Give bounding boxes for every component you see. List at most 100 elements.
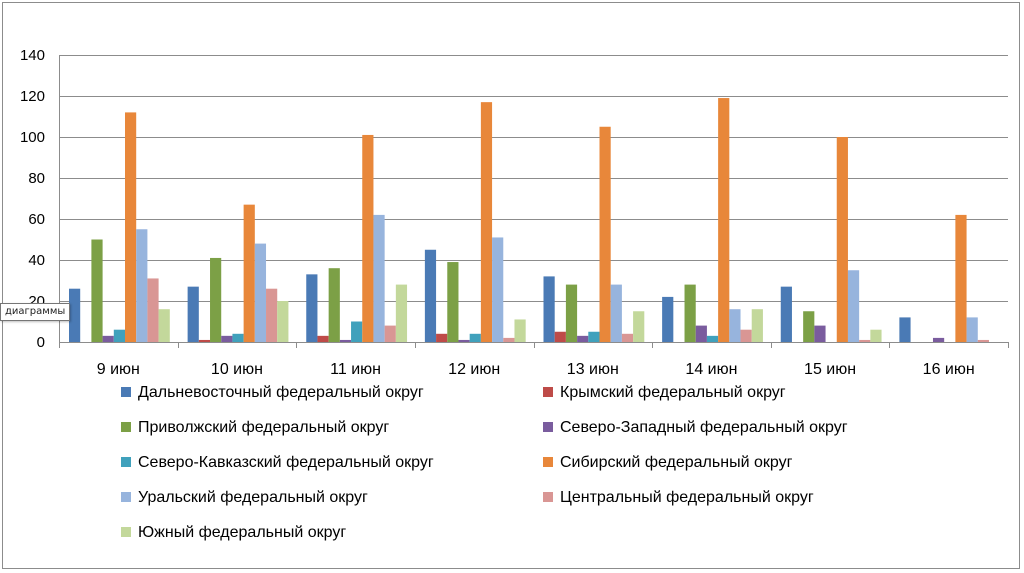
tooltip: диаграммы: [0, 303, 71, 321]
bar: [447, 262, 459, 342]
bar: [554, 331, 566, 342]
bar: [492, 237, 504, 342]
bar: [221, 335, 233, 342]
bar: [503, 337, 515, 342]
legend-label: Северо-Западный федеральный округ: [560, 419, 848, 436]
bar: [803, 311, 815, 342]
legend-swatch: [543, 457, 553, 467]
bar: [232, 333, 244, 342]
bar: [306, 274, 318, 342]
legend-label: Сибирский федеральный округ: [560, 454, 793, 471]
y-tick-label: 0: [37, 334, 45, 351]
bar: [740, 329, 752, 342]
bar: [69, 288, 81, 342]
y-tick-label: 140: [20, 47, 45, 64]
x-tick-label: 16 июн: [923, 361, 975, 378]
bar: [125, 112, 137, 343]
bar: [384, 325, 396, 342]
bar: [977, 339, 989, 342]
bar: [514, 319, 526, 342]
bar: [565, 284, 578, 342]
legend-swatch: [121, 492, 131, 502]
bar: [254, 243, 267, 342]
bar: [718, 98, 730, 342]
x-tick-label: 12 июн: [448, 361, 500, 378]
bar: [706, 335, 719, 342]
x-tick-label: 13 июн: [567, 361, 619, 378]
bar: [266, 288, 278, 342]
bar: [870, 329, 882, 342]
bar: [588, 331, 600, 342]
legend-swatch: [121, 422, 131, 432]
bar: [955, 214, 967, 342]
bar: [814, 325, 826, 342]
bar: [147, 278, 159, 342]
x-tick-label: 14 июн: [685, 361, 737, 378]
bar: [243, 204, 255, 342]
legend-swatch: [543, 492, 553, 502]
bar: [599, 126, 611, 342]
bar: [424, 249, 437, 342]
legend-swatch: [121, 527, 131, 537]
bar: [436, 333, 448, 342]
bar: [458, 339, 470, 342]
bar: [543, 276, 555, 342]
bar: [339, 339, 352, 342]
bar: [328, 268, 340, 342]
bar: [469, 333, 481, 342]
legend-label: Крымский федеральный округ: [560, 384, 786, 401]
legend: Дальневосточный федеральный округ Крымски…: [121, 384, 848, 541]
bar: [395, 284, 408, 342]
bar: [780, 286, 792, 342]
bar: [480, 102, 493, 343]
bar: [932, 337, 945, 342]
bar: [859, 339, 871, 342]
bar: [836, 137, 848, 342]
bars: [69, 98, 989, 343]
bar: [633, 311, 645, 342]
y-tick-label: 120: [20, 88, 45, 105]
bar: [729, 309, 741, 342]
legend-label: Уральский федеральный округ: [138, 489, 368, 506]
y-tick-label: 60: [28, 211, 45, 228]
bar: [210, 257, 222, 342]
bar: [102, 335, 114, 342]
bar: [621, 333, 634, 342]
bar: [158, 309, 170, 342]
bar: [610, 284, 622, 342]
bar: [136, 229, 148, 342]
gridlines: [59, 55, 1008, 302]
x-tick-label: 10 июн: [211, 361, 263, 378]
legend-label: Южный федеральный округ: [138, 524, 346, 541]
bar: [899, 317, 911, 342]
y-tick-label: 80: [28, 170, 45, 187]
bar: [351, 321, 363, 342]
y-tick-label: 100: [20, 129, 45, 146]
legend-label: Приволжский федеральный округ: [138, 419, 389, 436]
legend-label: Центральный федеральный округ: [560, 489, 814, 506]
bar: [198, 339, 211, 342]
bar: [113, 329, 125, 342]
bar: [966, 317, 978, 342]
bar: [662, 296, 674, 342]
bar: [577, 335, 589, 342]
bar: [277, 301, 289, 342]
bar: [317, 335, 329, 342]
legend-swatch: [121, 457, 131, 467]
bar: [751, 309, 763, 342]
x-tick-label: 15 июн: [804, 361, 856, 378]
legend-swatch: [543, 387, 553, 397]
legend-label: Северо-Кавказский федеральный округ: [138, 454, 434, 471]
legend-label: Дальневосточный федеральный округ: [138, 384, 424, 401]
x-tick-label: 9 июн: [97, 361, 140, 378]
bar: [187, 286, 199, 342]
bar: [362, 134, 374, 342]
legend-swatch: [121, 387, 131, 397]
x-tick-label: 11 июн: [330, 361, 381, 378]
bar: [373, 214, 385, 342]
bar: [684, 284, 696, 342]
y-tick-label: 40: [28, 252, 45, 269]
